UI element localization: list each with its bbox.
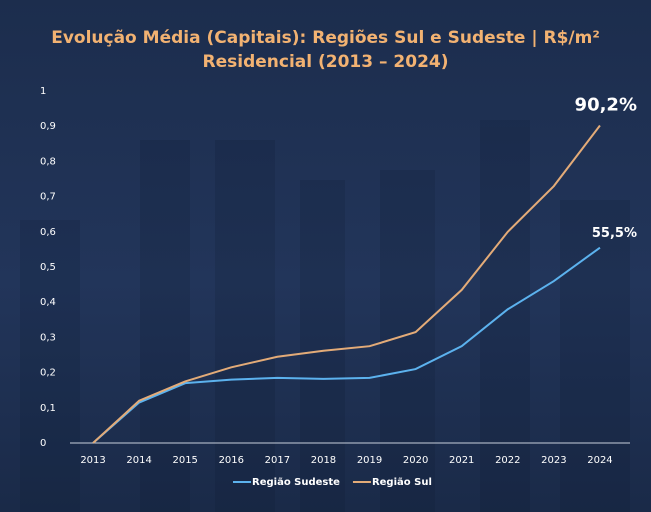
y-tick-label: 0: [40, 438, 46, 449]
y-tick-label: 0,9: [40, 121, 56, 132]
y-tick-label: 0,5: [40, 262, 56, 273]
legend-label: Região Sudeste: [252, 477, 340, 488]
y-tick-label: 0,8: [40, 156, 56, 167]
x-tick-label: 2020: [403, 455, 428, 466]
y-tick-label: 0,3: [40, 332, 56, 343]
x-tick-label: 2015: [172, 455, 197, 466]
x-tick-label: 2022: [495, 455, 520, 466]
data-label: 55,5%: [592, 226, 637, 241]
data-label: 90,2%: [575, 94, 637, 115]
x-tick-label: 2013: [80, 455, 105, 466]
y-tick-label: 1: [40, 86, 46, 97]
x-tick-label: 2023: [541, 455, 566, 466]
x-tick-label: 2019: [357, 455, 382, 466]
y-tick-label: 0,2: [40, 368, 56, 379]
chart-svg: 0 0,1 0,2 0,3 0,4 0,5 0,6 0,7 0,8 0,9 1 2013 2014 201…: [0, 0, 651, 512]
y-tick-label: 0,4: [40, 297, 56, 308]
y-tick-label: 0,1: [40, 403, 56, 414]
y-tick-label: 0,7: [40, 192, 56, 203]
x-tick-label: 2018: [311, 455, 336, 466]
legend-label: Região Sul: [372, 477, 432, 488]
x-tick-label: 2017: [265, 455, 290, 466]
y-tick-label: 0,6: [40, 227, 56, 238]
x-tick-label: 2024: [587, 455, 612, 466]
chart: 0 0,1 0,2 0,3 0,4 0,5 0,6 0,7 0,8 0,9 1 2013 2014 201…: [0, 0, 651, 512]
x-tick-label: 2014: [126, 455, 151, 466]
x-tick-label: 2016: [219, 455, 244, 466]
x-tick-label: 2021: [449, 455, 474, 466]
chart-title: Evolução Média (Capitais): Regiões Sul e…: [0, 26, 651, 74]
city-skyline: [20, 120, 630, 512]
